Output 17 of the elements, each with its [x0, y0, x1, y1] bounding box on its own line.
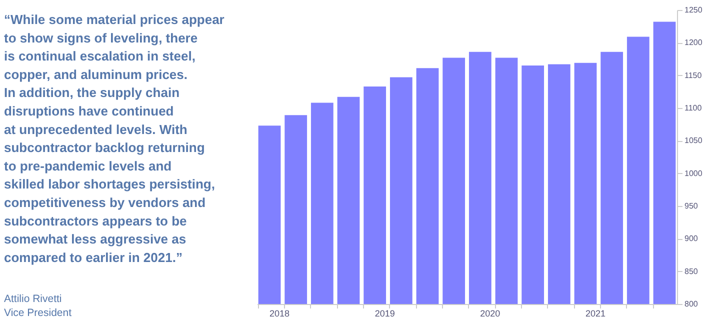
text: Attilio Rivetti [4, 293, 62, 305]
text: “While some material prices appear to show signs of leveling, there is continual escalation in steel, copper, and aluminum prices. In addition, the supply chain disruptions have continued at unprecedented levels. With subcontractor backlog returning to pre-pandemic levels and skilled labor shortages persisting, competitiveness by vendors and subcontractors appears to be somewhat less aggressive as compared to earlier in 2021.” [4, 12, 224, 265]
y-tick-label: 1250 [684, 6, 703, 14]
x-tick-label: 2018 [270, 308, 290, 318]
x-tick-label: 2020 [480, 308, 500, 318]
x-tick-label: 2021 [585, 308, 606, 318]
text: Vice President [4, 307, 72, 319]
y-tick-label: 900 [684, 234, 698, 244]
x-tick-label: 2019 [374, 308, 395, 318]
y-tick-label: 1100 [684, 104, 702, 112]
y-tick-label: 850 [684, 266, 698, 276]
y-tick-label: 1150 [684, 70, 702, 80]
y-tick-label: 800 [684, 300, 698, 308]
y-tick-label: 950 [684, 202, 698, 210]
y-tick-label: 1000 [684, 168, 703, 178]
y-tick-label: 1050 [684, 136, 703, 146]
y-tick-label: 1200 [684, 38, 703, 48]
